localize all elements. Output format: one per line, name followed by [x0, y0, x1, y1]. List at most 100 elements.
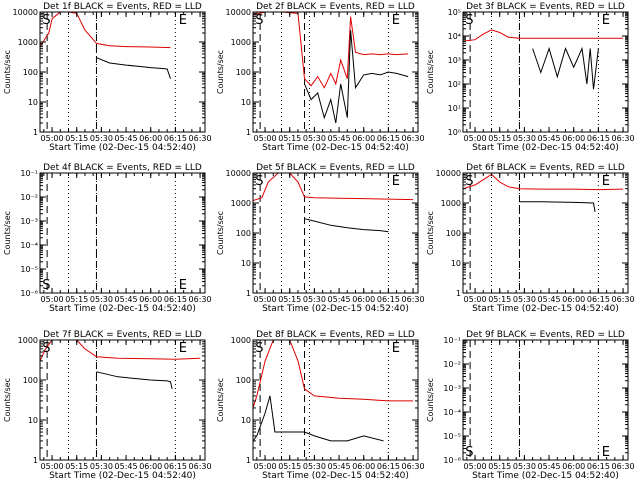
- y-tick-label: 10000: [226, 8, 251, 17]
- x-tick-label: 05:00: [254, 462, 277, 471]
- x-tick-label: 06:30: [612, 462, 635, 471]
- x-tick-label: 05:30: [303, 134, 326, 143]
- events-series-line: [96, 371, 173, 390]
- x-tick-label: 05:15: [65, 462, 88, 471]
- x-tick-label: 05:30: [90, 295, 113, 304]
- y-tick-label: 10⁰: [448, 128, 461, 137]
- x-tick-label: 05:15: [488, 462, 511, 471]
- x-tick-label: 05:15: [278, 462, 301, 471]
- lld-series-line: [462, 173, 624, 191]
- y-tick-label: 10: [241, 416, 251, 425]
- y-tick-label: 10⁻⁴: [20, 241, 38, 250]
- x-tick-label: 05:45: [115, 462, 138, 471]
- y-tick-label: 10000: [13, 8, 38, 17]
- y-axis-label: Counts/sec: [426, 378, 435, 422]
- x-tick-label: 06:00: [139, 295, 162, 304]
- x-tick-label: 05:45: [115, 134, 138, 143]
- lld-series-line: [252, 339, 414, 409]
- events-series-line: [304, 218, 389, 233]
- end-marker: E: [392, 13, 400, 28]
- plot-frame: [252, 11, 419, 133]
- x-tick-label: 06:00: [139, 134, 162, 143]
- events-series-line: [304, 30, 409, 124]
- detector-panel: Det 1f BLACK = Events, RED = LLD Counts/s…: [3, 2, 212, 153]
- x-tick-label: 06:30: [189, 134, 212, 143]
- end-marker: E: [179, 13, 187, 28]
- x-tick-label: 05:00: [41, 295, 64, 304]
- y-tick-label: 1000: [231, 336, 251, 345]
- plot-frame: [39, 339, 206, 461]
- y-tick-label: 1000: [18, 336, 38, 345]
- y-axis-label: Counts/sec: [216, 378, 225, 422]
- x-tick-label: 06:00: [562, 134, 585, 143]
- panel-title: Det 5f BLACK = Events, RED = LLD: [256, 163, 415, 173]
- panel-title: Det 9f BLACK = Events, RED = LLD: [466, 330, 625, 340]
- x-tick-label: 05:15: [65, 134, 88, 143]
- x-tick-label: 06:30: [402, 134, 425, 143]
- y-tick-label: 10⁻³: [443, 384, 461, 393]
- detector-panel: Det 2f BLACK = Events, RED = LLD Counts/s…: [216, 2, 425, 153]
- y-axis-label: Counts/sec: [3, 50, 12, 94]
- x-axis-label: Start Time (02-Dec-15 04:52:40): [49, 304, 196, 314]
- x-tick-label: 05:00: [464, 295, 487, 304]
- y-axis-label: Counts/sec: [216, 211, 225, 255]
- x-axis-label: Start Time (02-Dec-15 04:52:40): [262, 304, 409, 314]
- y-tick-label: 1000: [231, 199, 251, 208]
- y-tick-label: 10⁻²: [20, 193, 38, 202]
- start-marker: S: [465, 445, 473, 460]
- x-tick-label: 06:15: [587, 134, 610, 143]
- x-tick-label: 05:00: [41, 462, 64, 471]
- x-axis-label: Start Time (02-Dec-15 04:52:40): [472, 143, 619, 153]
- events-series-line: [252, 395, 384, 442]
- panel-title: Det 7f BLACK = Events, RED = LLD: [43, 330, 202, 340]
- lld-series-line: [39, 339, 201, 362]
- x-tick-label: 06:00: [562, 295, 585, 304]
- events-series-line: [532, 46, 599, 90]
- start-marker: S: [255, 174, 263, 189]
- x-tick-label: 06:00: [562, 462, 585, 471]
- start-marker: S: [465, 13, 473, 28]
- y-tick-label: 10¹: [448, 104, 461, 113]
- y-axis-label: Counts/sec: [3, 378, 12, 422]
- y-tick-label: 10: [241, 259, 251, 268]
- y-tick-label: 1000: [441, 199, 461, 208]
- end-marker: E: [179, 341, 187, 356]
- panel-title: Det 6f BLACK = Events, RED = LLD: [466, 163, 625, 173]
- end-marker: E: [392, 174, 400, 189]
- end-marker: E: [602, 13, 610, 28]
- y-tick-label: 1: [246, 128, 251, 137]
- x-tick-label: 05:15: [65, 295, 88, 304]
- end-marker: E: [179, 278, 187, 293]
- panel-title: Det 3f BLACK = Events, RED = LLD: [466, 2, 625, 12]
- start-marker: S: [42, 278, 50, 293]
- start-marker: S: [42, 13, 50, 28]
- panel-title: Det 4f BLACK = Events, RED = LLD: [43, 163, 202, 173]
- x-axis-label: Start Time (02-Dec-15 04:52:40): [472, 304, 619, 314]
- detector-panel: Det 5f BLACK = Events, RED = LLD Counts/s…: [216, 163, 425, 314]
- y-tick-label: 10: [451, 259, 461, 268]
- x-tick-label: 06:00: [352, 295, 375, 304]
- x-axis-label: Start Time (02-Dec-15 04:52:40): [49, 471, 196, 480]
- x-tick-label: 05:30: [513, 462, 536, 471]
- plot-frame: [252, 172, 419, 294]
- x-tick-label: 05:00: [464, 134, 487, 143]
- y-tick-label: 1: [33, 456, 38, 465]
- x-tick-label: 05:15: [488, 295, 511, 304]
- panel-title: Det 1f BLACK = Events, RED = LLD: [43, 2, 202, 12]
- x-tick-label: 05:30: [90, 134, 113, 143]
- y-tick-label: 10⁻³: [20, 217, 38, 226]
- y-tick-label: 10000: [226, 169, 251, 178]
- y-tick-label: 100: [236, 229, 251, 238]
- plot-frame: [462, 11, 629, 133]
- x-tick-label: 05:30: [303, 462, 326, 471]
- plot-frame: [462, 339, 629, 461]
- y-tick-label: 1000: [231, 38, 251, 47]
- y-tick-label: 10⁻⁶: [443, 456, 461, 465]
- y-tick-label: 10³: [448, 56, 461, 65]
- y-tick-label: 10⁻⁶: [20, 289, 38, 298]
- x-tick-label: 05:15: [278, 134, 301, 143]
- x-tick-label: 06:15: [164, 462, 187, 471]
- x-tick-label: 05:00: [464, 462, 487, 471]
- lld-series-line: [39, 11, 171, 49]
- y-tick-label: 100: [236, 376, 251, 385]
